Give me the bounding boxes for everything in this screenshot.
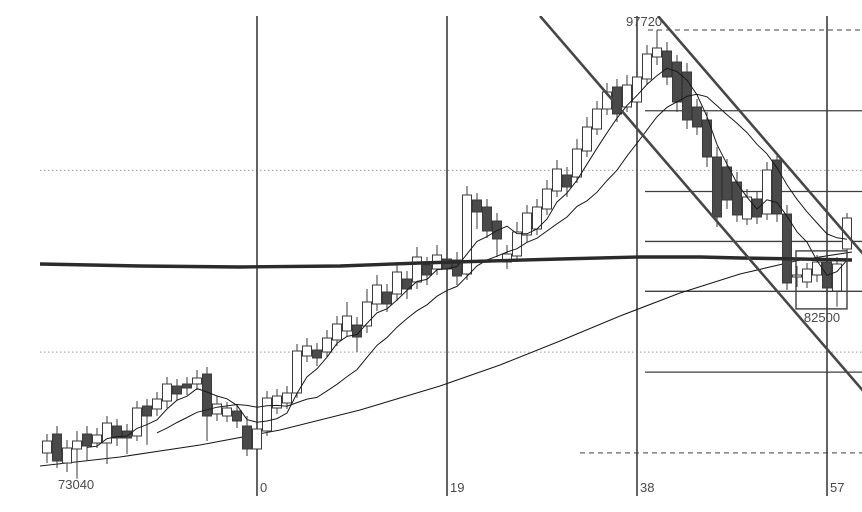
candle-bull: [372, 284, 382, 305]
x-axis-label: 57: [830, 480, 844, 495]
candle-bear: [732, 181, 742, 216]
candle-bear: [752, 198, 762, 218]
candle-bull: [622, 84, 632, 108]
candle-bear: [492, 220, 502, 240]
candle-bear: [172, 385, 182, 395]
ma-fast-line: [86, 67, 848, 448]
candle-bear: [142, 405, 152, 417]
candle-bear: [712, 156, 722, 218]
x-axis-label: 38: [640, 480, 654, 495]
candle-bear: [382, 291, 392, 305]
candle-bull: [512, 231, 522, 257]
candle-bear: [52, 433, 62, 462]
fib-extreme-dashed-lines[interactable]: [580, 29, 862, 454]
candle-bear: [422, 264, 432, 276]
candle-bull: [322, 337, 332, 353]
candle-bear: [82, 433, 92, 447]
rectangle-object[interactable]: 82500: [795, 250, 848, 325]
candle-bull: [292, 350, 302, 394]
x-axis-label: 0: [260, 480, 267, 495]
candle-bear: [112, 425, 122, 439]
rectangle-price-label: 82500: [804, 310, 840, 325]
candle-bear: [562, 174, 572, 188]
x-axis-label: 19: [450, 480, 464, 495]
trading-chart[interactable]: 82500932780.191888360.382860910.50083347…: [40, 16, 862, 496]
candle-bull: [462, 194, 472, 275]
candle-bull: [542, 188, 552, 210]
trendline-outer[interactable]: [539, 16, 862, 436]
annotations: 97720 73040: [58, 16, 662, 492]
candle-bull: [342, 315, 352, 332]
ma-medium-path: [156, 93, 848, 434]
candle-bull: [92, 434, 102, 444]
candle-bear: [702, 119, 712, 158]
candle-bull: [832, 263, 842, 292]
candle-bull: [192, 377, 202, 385]
candle-bear: [242, 425, 252, 450]
candle-bull: [72, 440, 82, 450]
candle-bear: [182, 383, 192, 389]
candle-bear: [782, 213, 792, 284]
candle-bull: [212, 403, 222, 415]
candle-bear: [352, 324, 362, 338]
ma-fast-path: [86, 67, 848, 448]
candle-bull: [302, 345, 312, 357]
candle-bull: [272, 395, 282, 409]
period-separators: [256, 16, 828, 496]
candle-bull: [762, 169, 772, 215]
ma-slow-line: [40, 251, 853, 467]
candle-bull: [252, 428, 262, 450]
candle-bull: [152, 398, 162, 410]
candle-bull: [332, 323, 342, 341]
candlestick-series: [42, 30, 852, 479]
candle-bull: [552, 168, 562, 192]
candle-bull: [132, 407, 142, 437]
candle-bull: [392, 271, 402, 295]
swing-high-label: 97720: [626, 16, 662, 29]
candle-bull: [652, 47, 662, 58]
candle-bear: [122, 430, 132, 439]
candle-bear: [722, 166, 732, 201]
candle-bear: [692, 106, 702, 128]
candle-bear: [232, 410, 242, 422]
candle-bear: [472, 199, 482, 213]
candle-bear: [202, 373, 212, 417]
candle-bull: [582, 126, 592, 152]
candle-bull: [162, 383, 172, 402]
fib-retracement-levels[interactable]: [645, 110, 862, 373]
candle-bear: [312, 349, 322, 359]
candle-bear: [662, 50, 672, 78]
trend-channel[interactable]: [539, 16, 862, 436]
candle-bull: [592, 108, 602, 130]
chart-canvas[interactable]: 82500932780.191888360.382860910.50083347…: [40, 16, 862, 496]
candle-bull: [572, 148, 582, 178]
trendline-inner[interactable]: [657, 16, 862, 299]
candle-bull: [362, 301, 372, 327]
candle-bull: [792, 274, 802, 278]
candle-bull: [802, 268, 812, 283]
candle-bear: [402, 278, 412, 290]
candle-bull: [522, 212, 532, 236]
ma-slow-path: [40, 251, 853, 467]
candle-bull: [102, 422, 112, 444]
candle-bull: [222, 407, 232, 417]
candle-bull: [42, 440, 52, 454]
candle-bear: [482, 206, 492, 232]
x-axis-labels: 0 19 38 57: [260, 480, 844, 495]
consolidation-box[interactable]: [795, 250, 848, 310]
ma-medium-line: [156, 93, 848, 434]
candle-bull: [812, 261, 822, 276]
candle-bear: [672, 61, 682, 103]
candle-bear: [772, 159, 782, 215]
candle-bull: [642, 53, 652, 80]
candle-bull: [632, 76, 642, 103]
swing-low-label: 73040: [58, 477, 94, 492]
candle-bull: [412, 256, 422, 283]
candle-bull: [282, 392, 292, 404]
candle-bull: [62, 447, 72, 464]
candle-bull: [262, 397, 272, 432]
